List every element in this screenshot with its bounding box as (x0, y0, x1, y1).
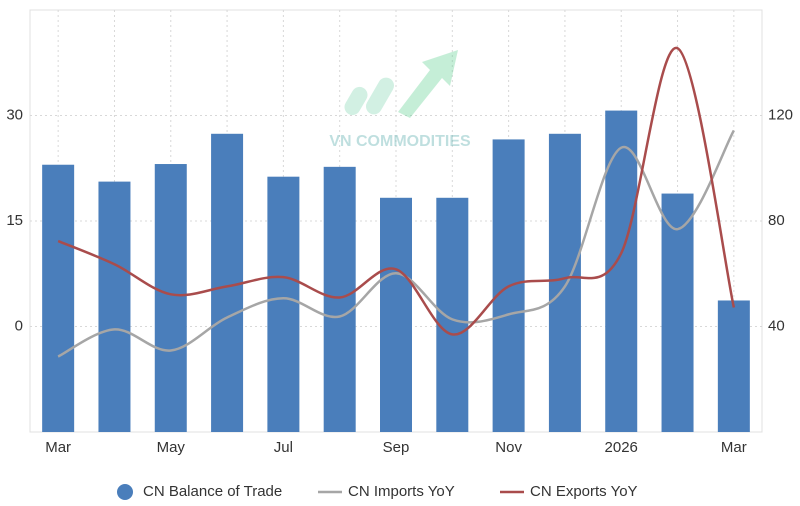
y-tick-label: 0 (15, 317, 23, 334)
bar (98, 181, 131, 432)
bar (380, 197, 412, 432)
bar (42, 164, 75, 432)
y2-tick-label: 120 (768, 106, 793, 123)
watermark-text: VN COMMODITIES (329, 133, 471, 150)
bar (436, 197, 469, 432)
legend-label: CN Imports YoY (348, 483, 455, 500)
x-tick-label: Sep (383, 439, 410, 456)
x-tick-label: Mar (45, 439, 71, 456)
x-tick-label: Jul (274, 439, 293, 456)
x-tick-label: May (157, 439, 186, 456)
bar (661, 193, 694, 432)
legend-label: CN Balance of Trade (143, 483, 282, 500)
bar (211, 133, 244, 432)
bar (548, 133, 581, 432)
bar (717, 300, 750, 432)
x-tick-label: Mar (721, 439, 747, 456)
bar (267, 176, 300, 432)
bar (323, 166, 356, 433)
legend-label: CN Exports YoY (530, 483, 638, 500)
bar (154, 164, 187, 432)
x-tick-label: 2026 (605, 439, 638, 456)
x-tick-label: Nov (495, 439, 522, 456)
line (57, 129, 735, 358)
line (57, 46, 736, 336)
y-tick-label: 30 (6, 106, 23, 123)
watermark: VN COMMODITIES (329, 50, 471, 150)
y2-tick-label: 40 (768, 317, 785, 334)
y2-tick-label: 80 (768, 212, 785, 229)
y-tick-label: 15 (6, 212, 23, 229)
legend-marker (117, 484, 133, 500)
